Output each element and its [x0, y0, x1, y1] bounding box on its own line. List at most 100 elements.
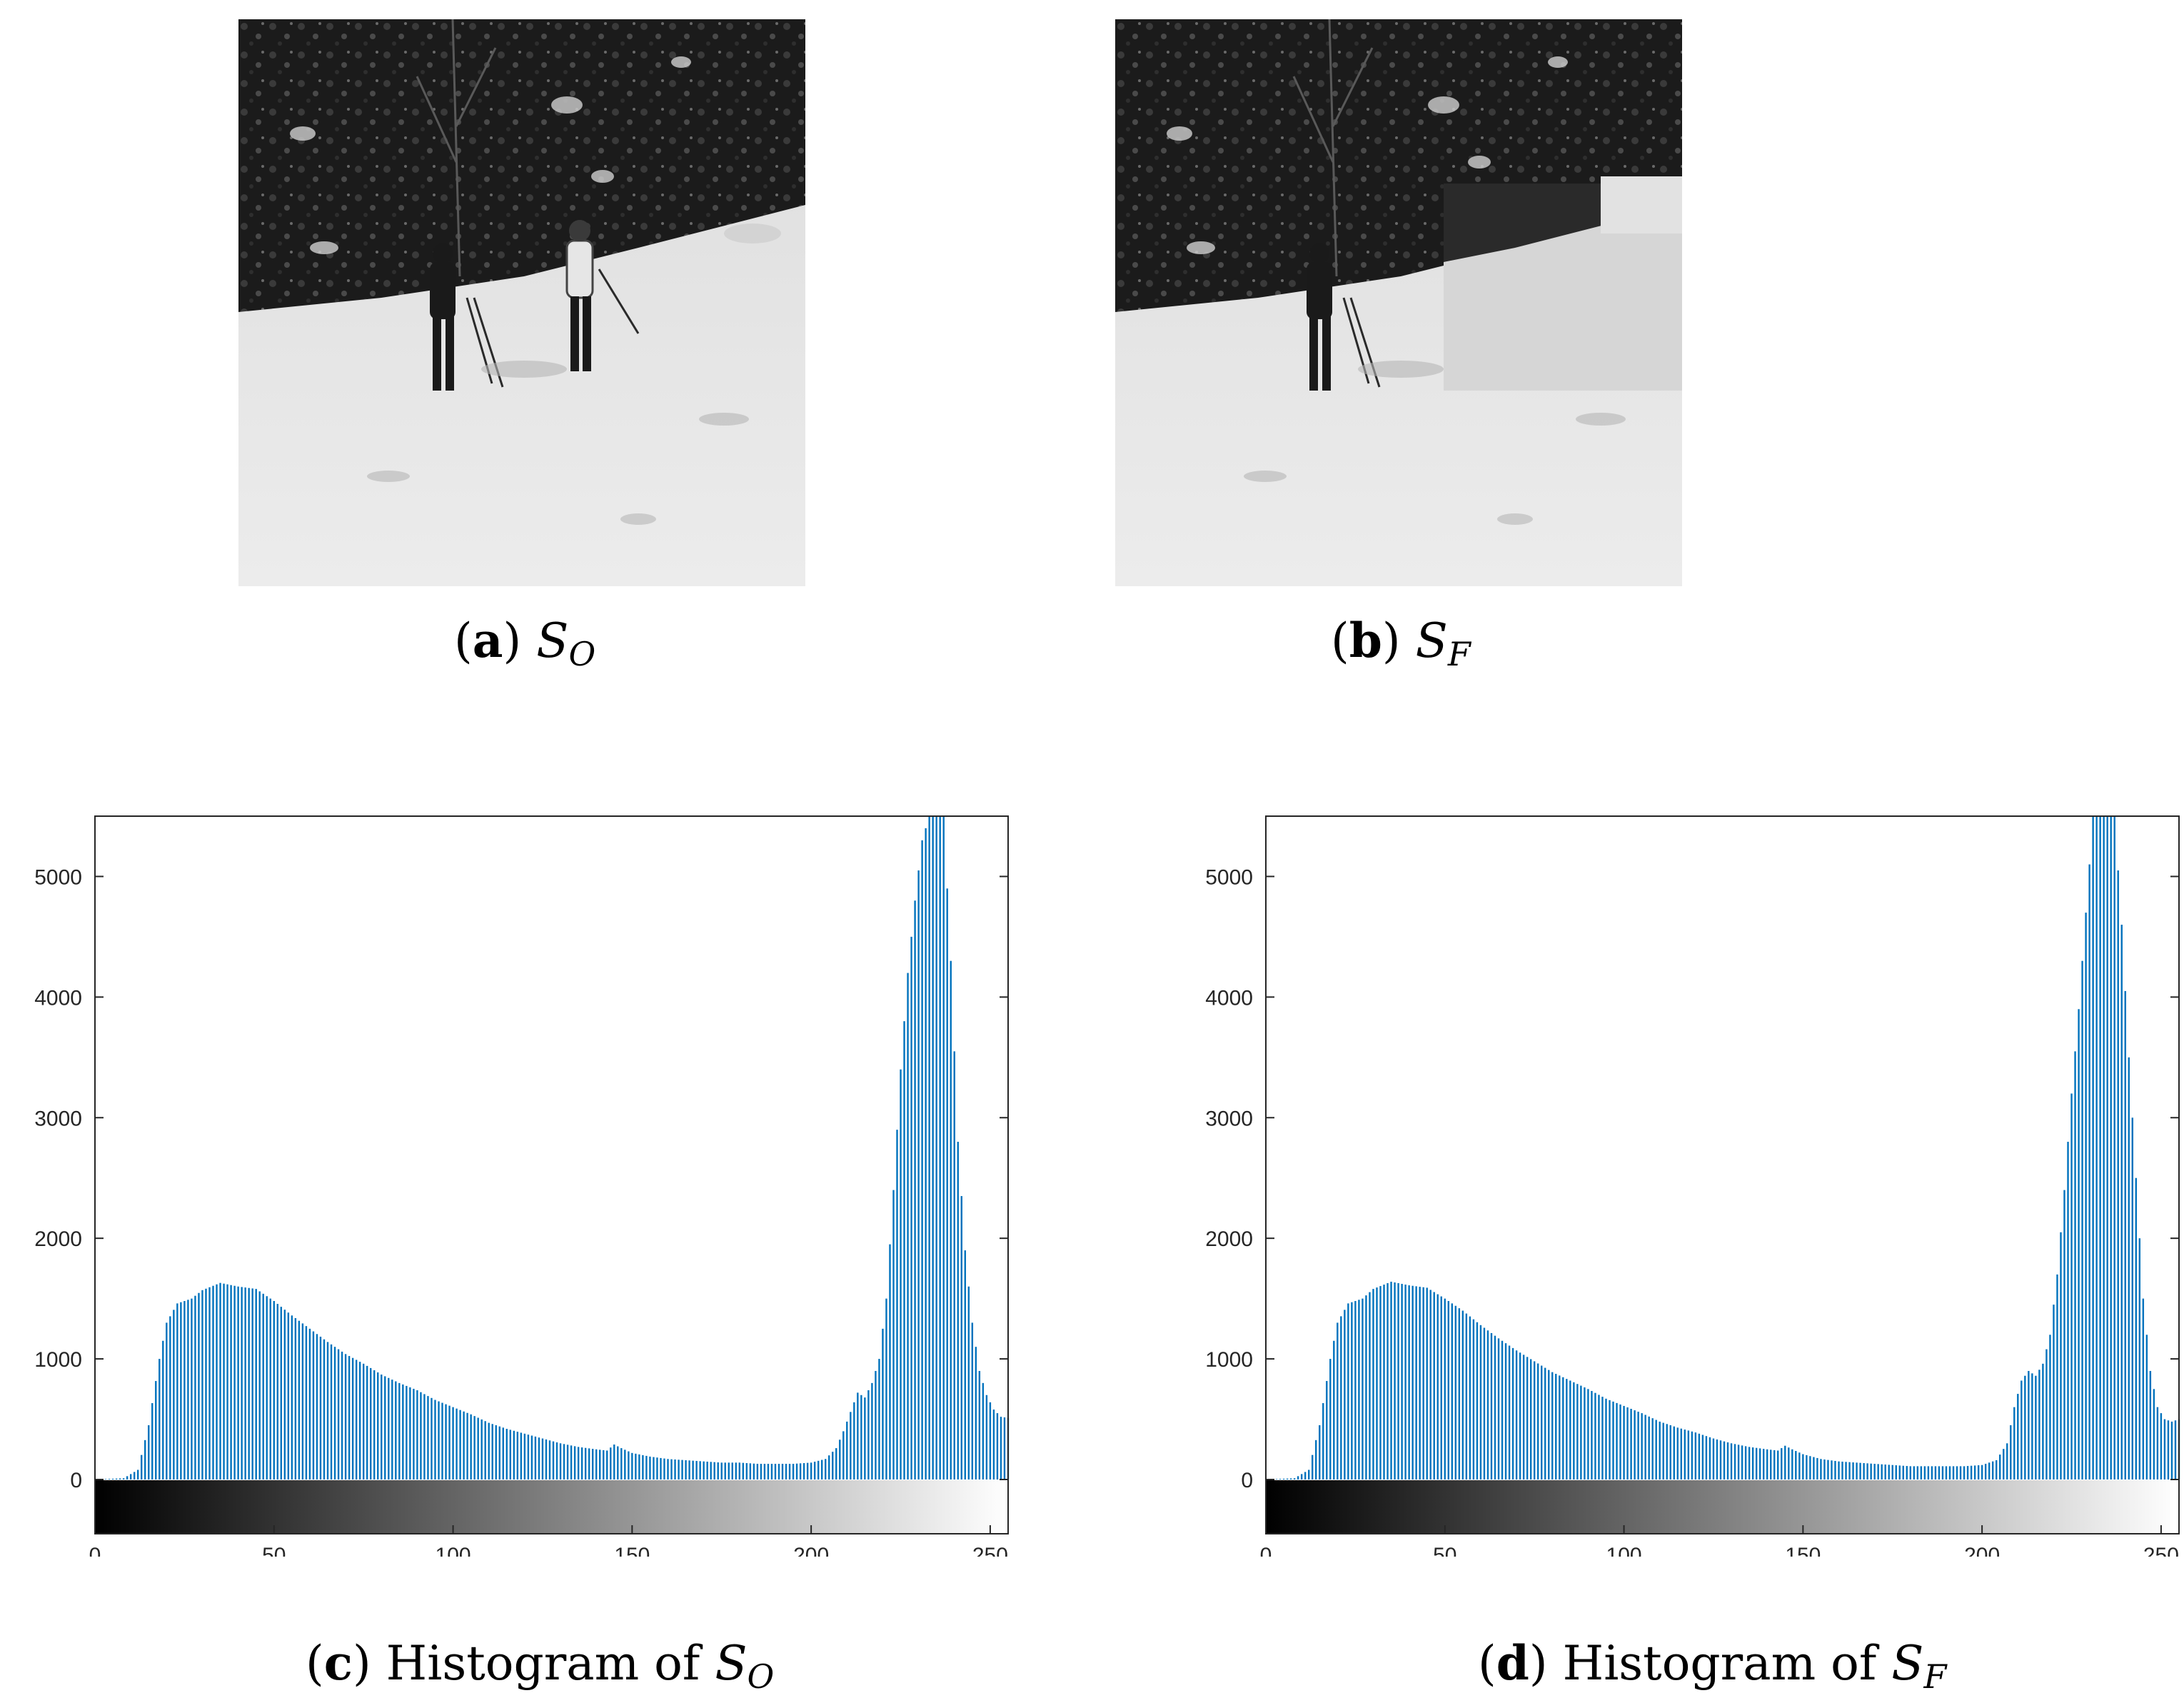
histogram-bar [1934, 1466, 1937, 1480]
histogram-bar [1773, 1450, 1776, 1480]
histogram-bar [1508, 1345, 1511, 1480]
histogram-bar [1515, 1350, 1518, 1480]
histogram-bar [1751, 1447, 1754, 1480]
histogram-bar [992, 1410, 995, 1480]
histogram-bar [129, 1474, 132, 1480]
histogram-bar [710, 1462, 712, 1480]
histogram-bar [151, 1403, 154, 1480]
histogram-bar [971, 1322, 974, 1480]
histogram-bar [942, 816, 945, 1480]
histogram-bar [2128, 1057, 2130, 1480]
histogram-bar [456, 1408, 458, 1480]
histogram-bar [2095, 816, 2098, 1480]
histogram-bar [466, 1412, 468, 1480]
histogram-bar [1952, 1466, 1955, 1480]
histogram-bar [663, 1458, 665, 1480]
histogram-bar [183, 1301, 186, 1480]
histogram-bar [1619, 1404, 1621, 1480]
histogram-bar [1676, 1427, 1679, 1480]
histogram-bar [373, 1370, 376, 1480]
histogram-bar [438, 1401, 440, 1480]
snow-scene-image-original [238, 19, 805, 586]
histogram-bar [1733, 1444, 1736, 1480]
histogram-bar [885, 1298, 887, 1480]
histogram-bar [638, 1454, 640, 1480]
histogram-bar [781, 1464, 784, 1480]
histogram-bar [871, 1382, 873, 1480]
histogram-bar [301, 1323, 304, 1480]
histogram-bar [413, 1388, 415, 1480]
histogram-bar [573, 1446, 576, 1480]
histogram-bar [108, 1479, 111, 1480]
histogram-chart-s-f: 0 1000 2000 3000 4000 5000 0 50 100 150 200 250 [1205, 815, 2180, 1557]
histogram-bar [1684, 1430, 1686, 1480]
histogram-bar [2170, 1421, 2173, 1480]
histogram-bar [928, 816, 930, 1480]
y-tick-label: 0 [70, 1469, 82, 1492]
histogram-bar [692, 1460, 694, 1480]
histogram-bar [785, 1464, 787, 1480]
histogram-bar [1401, 1284, 1403, 1480]
histogram-bar [1362, 1298, 1364, 1480]
histogram-bar [2031, 1373, 2033, 1480]
histogram-bar [1322, 1403, 1324, 1480]
x-tick-label: 200 [1964, 1544, 2000, 1557]
histogram-bar [591, 1449, 594, 1480]
histogram-bar [1275, 1479, 1278, 1480]
histogram-bar [1923, 1466, 1926, 1480]
histogram-bar [950, 960, 952, 1480]
histogram-bar [1648, 1416, 1650, 1480]
histogram-bar [2138, 1238, 2141, 1480]
histogram-bar [717, 1462, 719, 1480]
histogram-bar [1941, 1466, 1944, 1480]
histogram-bar [1598, 1395, 1600, 1480]
histogram-bar [276, 1304, 278, 1480]
histogram-bar [1777, 1450, 1779, 1480]
histogram-bar [957, 1142, 959, 1480]
caption-b-symbol: S [1415, 613, 1448, 668]
histogram-bar [358, 1362, 361, 1480]
histogram-bar [298, 1320, 301, 1480]
histogram-bar [839, 1440, 841, 1480]
histogram-bar [2085, 913, 2087, 1480]
histogram-bar [685, 1460, 687, 1480]
histogram-bar [266, 1296, 268, 1480]
histogram-bar [1823, 1459, 1826, 1480]
caption-d-subscript: F [1923, 1657, 1947, 1696]
histogram-bar [308, 1328, 311, 1480]
histogram-bar [1748, 1447, 1751, 1480]
histogram-bar [1486, 1330, 1489, 1480]
histogram-bar [406, 1385, 408, 1480]
histogram-bar [1641, 1413, 1643, 1480]
histogram-bar [2145, 1335, 2148, 1480]
histogram-bar [925, 828, 927, 1480]
histogram-bar [1977, 1465, 1980, 1480]
histogram-bar [903, 1021, 905, 1480]
caption-c-label: c [323, 1635, 353, 1691]
histogram-bar [2103, 816, 2105, 1480]
histogram-bar [1329, 1359, 1332, 1480]
y-tick-label: 2000 [34, 1227, 82, 1251]
histogram-bar [1784, 1445, 1786, 1480]
histogram-bar [534, 1436, 537, 1480]
histogram-bar [1841, 1461, 1843, 1480]
histogram-bar [1881, 1464, 1883, 1480]
histogram-bar [104, 1479, 107, 1480]
y-tick-label: 4000 [1205, 986, 1253, 1010]
histogram-bar [2063, 1190, 2065, 1480]
y-tick-label: 5000 [34, 865, 82, 889]
histogram-bar [258, 1291, 261, 1480]
histogram-bar [1461, 1310, 1464, 1480]
histogram-bar [2013, 1407, 2016, 1480]
histogram-bar [355, 1360, 358, 1480]
histogram-bar [280, 1307, 283, 1480]
histogram-bar [402, 1384, 404, 1480]
histogram-bar [1984, 1464, 1987, 1480]
histogram-bar [1422, 1287, 1424, 1480]
histogram-bar [326, 1342, 329, 1480]
histogram-bar [2099, 816, 2101, 1480]
histogram-bar [728, 1462, 730, 1480]
histogram-bar [1788, 1447, 1790, 1480]
histogram-bar [2060, 1232, 2062, 1480]
histogram-bar [1709, 1437, 1711, 1480]
